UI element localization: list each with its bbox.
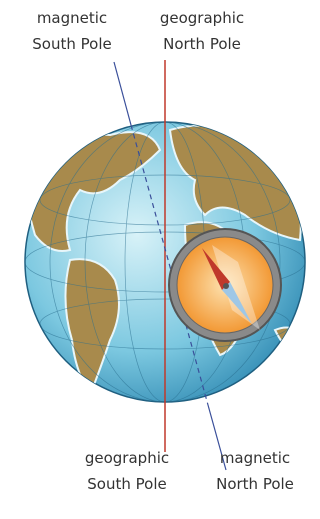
label: North Pole: [163, 35, 241, 53]
label: North Pole: [216, 475, 294, 493]
label: magnetic: [37, 9, 107, 27]
compass: [169, 229, 281, 341]
label: South Pole: [87, 475, 166, 493]
label: South Pole: [32, 35, 111, 53]
label: geographic: [85, 449, 169, 467]
label: magnetic: [220, 449, 290, 467]
diagram: magnetic South Pole geographic North Pole ge…: [0, 0, 311, 519]
magnetic-axis: [114, 62, 131, 125]
label: geographic: [160, 9, 244, 27]
